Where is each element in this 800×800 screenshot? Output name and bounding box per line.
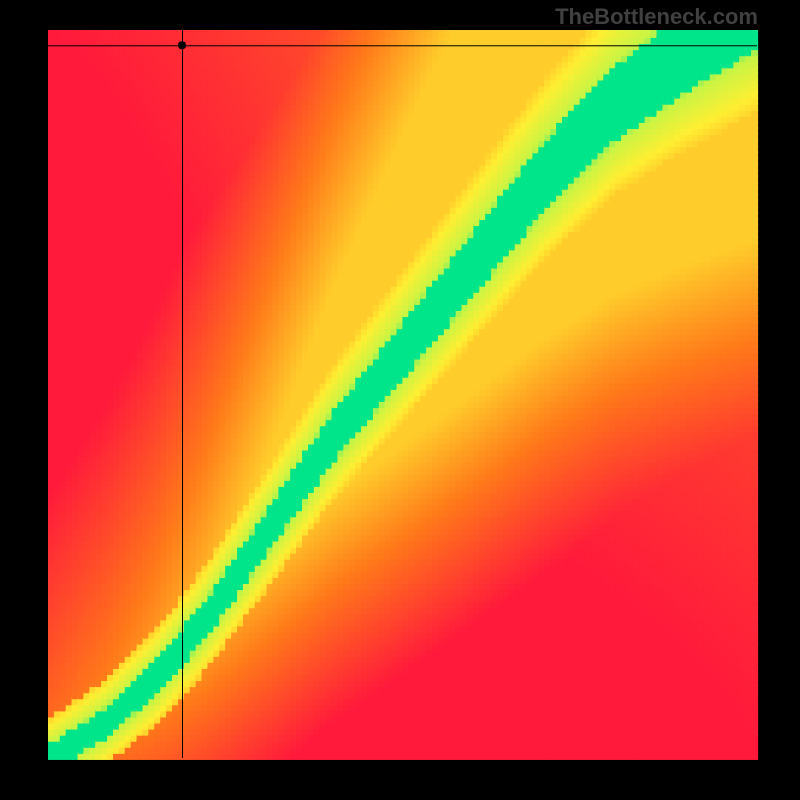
bottleneck-heatmap: [0, 0, 800, 800]
watermark-text: TheBottleneck.com: [555, 4, 758, 30]
chart-container: TheBottleneck.com: [0, 0, 800, 800]
